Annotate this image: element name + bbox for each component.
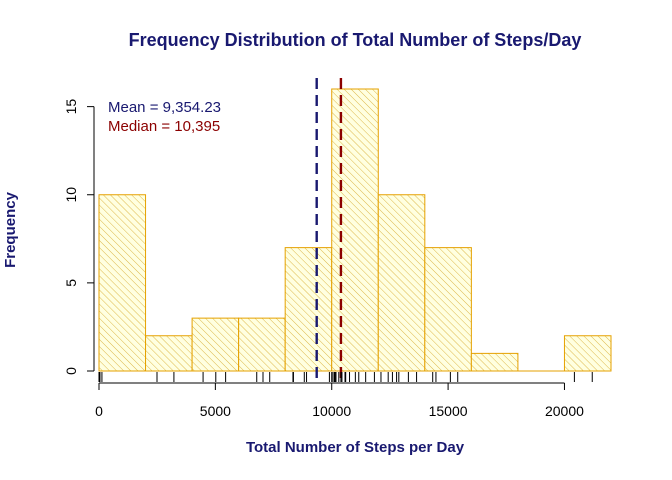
x-tick-label: 5000 [200, 403, 231, 419]
y-axis: 0 5 10 15 [63, 99, 95, 375]
x-tick-label: 20000 [545, 403, 584, 419]
y-tick-label: 10 [63, 187, 79, 203]
histogram-bar [377, 194, 426, 372]
histogram-bar [563, 335, 612, 372]
y-axis-label: Frequency [2, 191, 19, 268]
histogram-bar [331, 88, 379, 372]
x-axis: 0 5000 10000 15000 20000 [95, 382, 584, 419]
x-tick-label: 10000 [312, 403, 351, 419]
histogram-bar [98, 194, 147, 372]
y-tick-label: 0 [63, 367, 79, 375]
y-tick-label: 15 [63, 99, 79, 115]
x-axis-label: Total Number of Steps per Day [246, 439, 465, 456]
bars [98, 88, 612, 372]
histogram-bar [470, 352, 519, 372]
x-tick-label: 15000 [429, 403, 468, 419]
histogram-bar [191, 317, 240, 372]
histogram-bar [284, 247, 333, 372]
histogram-bar [424, 247, 472, 372]
histogram-bar [238, 317, 286, 372]
x-tick-label: 0 [95, 403, 103, 419]
histogram-bar [145, 335, 193, 372]
rug-marks [98, 372, 593, 382]
median-annotation: Median = 10,395 [108, 118, 220, 135]
y-tick-label: 5 [63, 279, 79, 287]
chart-title: Frequency Distribution of Total Number o… [129, 30, 582, 50]
mean-annotation: Mean = 9,354.23 [108, 99, 221, 116]
